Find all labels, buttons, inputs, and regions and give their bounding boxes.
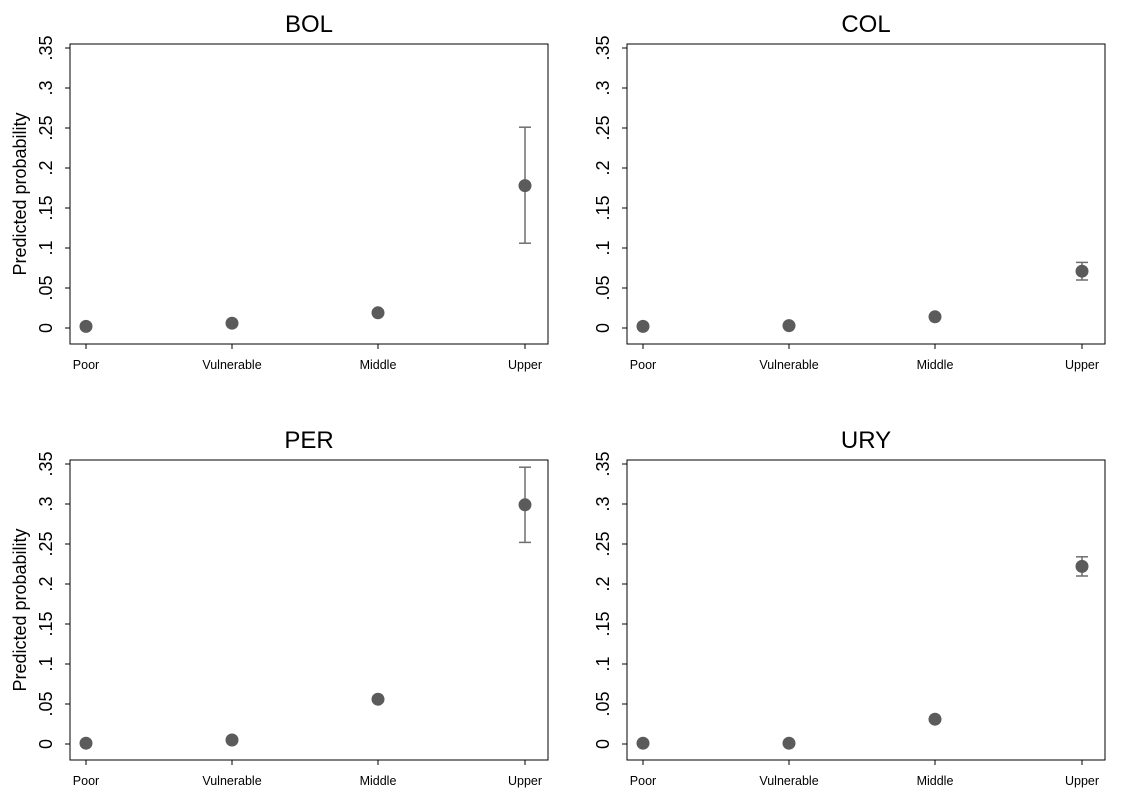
y-tick-label: .25 [36,115,56,140]
x-tick-label: Upper [1065,358,1099,372]
x-tick-label: Vulnerable [759,358,818,372]
chart-panel-bol: BOL 0 .05 .1 .15 .2 .25 .3 .35 Predicted probabil… [10,11,549,372]
chart-title: COL [841,11,890,38]
y-tick-label: 0 [36,323,56,333]
data-point [928,310,942,324]
data-point [1075,559,1089,573]
x-tick-label: Poor [630,358,656,372]
data-point [782,736,796,750]
y-tick-label: .1 [36,656,56,671]
y-tick-label: .15 [36,195,56,220]
y-tick-label: .2 [36,576,56,591]
y-tick-label: .3 [593,496,613,511]
x-tick-label: Middle [360,358,397,372]
y-tick-label: 0 [593,739,613,749]
y-tick-label: .25 [593,115,613,140]
y-tick-label: .1 [36,240,56,255]
y-axis-label: Predicted probability [10,528,30,691]
chart-panel-per: PER 0 .05 .1 .15 .2 .25 .3 .35 Predicted probabil… [10,427,549,788]
y-tick-label: .3 [36,80,56,95]
y-tick-label: .3 [593,80,613,95]
y-tick-label: .2 [593,576,613,591]
x-tick-label: Vulnerable [202,358,261,372]
y-tick-label: .15 [593,611,613,636]
y-tick-label: .2 [36,160,56,175]
data-point [636,736,650,750]
y-tick-label: .05 [36,691,56,716]
y-tick-label: .1 [593,656,613,671]
plot-frame [626,459,1106,761]
data-point [79,319,93,333]
y-tick-label: .35 [36,451,56,476]
data-point [518,179,532,193]
y-tick-label: .35 [593,35,613,60]
x-tick-label: Poor [630,774,656,788]
y-tick-label: .05 [593,691,613,716]
y-tick-label: .1 [593,240,613,255]
y-tick-label: .2 [593,160,613,175]
y-tick-label: .05 [36,275,56,300]
chart-title: PER [284,427,333,454]
plot-frame [626,43,1106,345]
data-point [928,712,942,726]
data-point [782,319,796,333]
x-tick-label: Vulnerable [202,774,261,788]
y-tick-label: .05 [593,275,613,300]
plot-frame [69,459,549,761]
chart-panel-col: COL 0 .05 .1 .15 .2 .25 .3 .35 Poor Vulnerable Midd… [593,11,1106,372]
chart-panel-ury: URY 0 .05 .1 .15 .2 .25 .3 .35 Poor Vulnerable Midd… [593,427,1106,788]
chart-title: BOL [285,11,333,38]
x-tick-label: Poor [73,358,99,372]
x-tick-label: Middle [360,774,397,788]
x-tick-label: Middle [917,358,954,372]
data-point [371,306,385,320]
x-tick-label: Vulnerable [759,774,818,788]
x-tick-label: Upper [1065,774,1099,788]
plot-frame [69,43,549,345]
x-tick-label: Upper [508,774,542,788]
y-tick-label: .35 [593,451,613,476]
y-axis-label: Predicted probability [10,112,30,275]
data-point [79,736,93,750]
y-tick-label: 0 [36,739,56,749]
y-tick-label: 0 [593,323,613,333]
y-tick-label: .15 [36,611,56,636]
data-point [518,498,532,512]
data-point [225,316,239,330]
y-tick-label: .25 [36,531,56,556]
y-tick-label: .15 [593,195,613,220]
y-tick-label: .3 [36,496,56,511]
y-tick-label: .35 [36,35,56,60]
data-point [225,733,239,747]
y-tick-label: .25 [593,531,613,556]
data-point [371,692,385,706]
data-point [1075,264,1089,278]
chart-title: URY [841,427,891,454]
data-point [636,319,650,333]
x-tick-label: Upper [508,358,542,372]
x-tick-label: Middle [917,774,954,788]
x-tick-label: Poor [73,774,99,788]
